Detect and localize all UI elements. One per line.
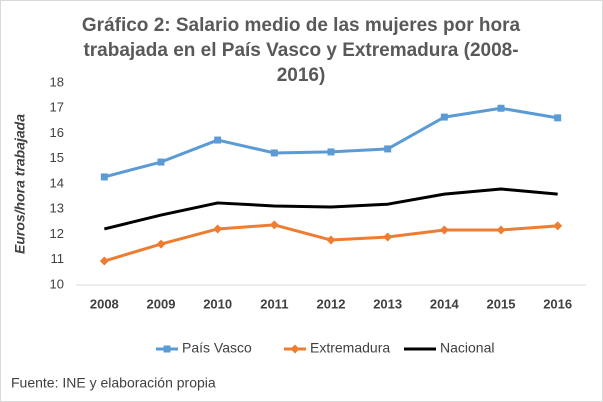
marker (440, 113, 448, 121)
marker (497, 104, 505, 112)
source-note: Fuente: INE y elaboración propia (11, 375, 216, 391)
marker (163, 345, 171, 353)
y-tick-label: 13 (50, 201, 64, 216)
x-tick-label: 2010 (203, 296, 232, 311)
y-tick-label: 18 (50, 74, 64, 89)
y-tick-label: 10 (50, 276, 64, 291)
y-tick-label: 11 (51, 251, 65, 266)
marker (269, 220, 279, 230)
legend-label: Extremadura (310, 340, 390, 356)
legend-label: Nacional (440, 340, 494, 356)
marker (270, 149, 278, 157)
marker (99, 256, 109, 266)
y-tick-label: 17 (50, 100, 64, 115)
marker (214, 136, 222, 144)
series-line (103, 187, 558, 231)
marker (327, 148, 335, 156)
marker (213, 224, 223, 234)
marker (383, 232, 393, 242)
x-tick-label: 2015 (487, 296, 516, 311)
marker (496, 225, 506, 235)
y-tick-label: 12 (50, 226, 64, 241)
marker (384, 145, 392, 153)
marker (554, 114, 562, 122)
marker (100, 173, 108, 181)
marker (439, 225, 449, 235)
x-tick-label: 2016 (543, 296, 572, 311)
chart-title: Gráfico 2: Salario medio de las mujeres … (81, 15, 521, 86)
x-tick-label: 2011 (260, 296, 288, 311)
x-tick-label: 2012 (317, 296, 346, 311)
x-tick-label: 2009 (147, 296, 176, 311)
y-tick-label: 16 (50, 125, 64, 140)
y-axis-label: Euros/hora trabajada (12, 114, 28, 254)
x-tick-label: 2008 (90, 296, 119, 311)
x-tick-label: 2013 (373, 296, 402, 311)
marker (553, 221, 563, 231)
marker (326, 235, 336, 245)
legend-label: País Vasco (182, 340, 252, 356)
y-tick-label: 14 (50, 175, 64, 190)
y-tick-label: 15 (50, 150, 64, 165)
x-tick-label: 2014 (430, 296, 460, 311)
series-line (103, 106, 558, 179)
marker (157, 158, 165, 166)
marker (156, 239, 166, 249)
marker (290, 344, 300, 354)
